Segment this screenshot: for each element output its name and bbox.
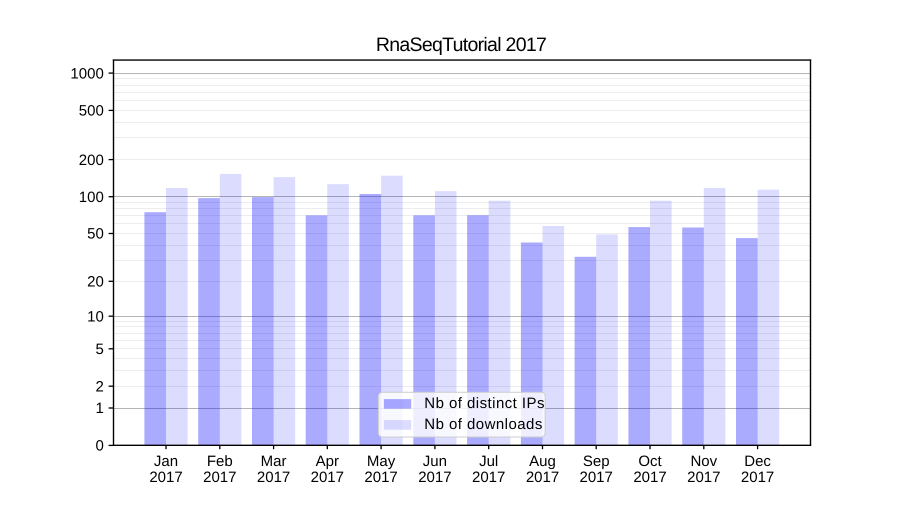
- svg-text:2017: 2017: [472, 469, 505, 486]
- svg-text:5: 5: [95, 341, 103, 358]
- svg-text:Nb of downloads: Nb of downloads: [424, 416, 543, 433]
- svg-text:2017: 2017: [418, 469, 451, 486]
- svg-text:20: 20: [87, 274, 104, 291]
- svg-text:0: 0: [95, 438, 103, 455]
- svg-text:2017: 2017: [633, 469, 666, 486]
- svg-text:100: 100: [79, 189, 104, 206]
- svg-text:1: 1: [95, 400, 103, 417]
- svg-text:2017: 2017: [526, 469, 559, 486]
- svg-text:Jan: Jan: [154, 453, 178, 470]
- svg-text:2017: 2017: [687, 469, 720, 486]
- svg-text:2017: 2017: [741, 469, 774, 486]
- svg-text:10: 10: [87, 308, 104, 325]
- svg-text:2: 2: [95, 378, 103, 395]
- svg-text:RnaSeqTutorial 2017: RnaSeqTutorial 2017: [376, 34, 546, 56]
- svg-text:Dec: Dec: [744, 453, 771, 470]
- svg-text:Nb of distinct IPs: Nb of distinct IPs: [424, 395, 545, 412]
- svg-text:2017: 2017: [364, 469, 397, 486]
- svg-text:2017: 2017: [580, 469, 613, 486]
- svg-text:Jul: Jul: [479, 453, 498, 470]
- svg-text:500: 500: [79, 103, 104, 120]
- svg-text:1000: 1000: [70, 65, 103, 82]
- svg-text:Feb: Feb: [207, 453, 233, 470]
- svg-text:Apr: Apr: [316, 453, 339, 470]
- svg-text:Nov: Nov: [690, 453, 717, 470]
- svg-text:Sep: Sep: [583, 453, 610, 470]
- svg-text:Mar: Mar: [261, 453, 287, 470]
- svg-text:2017: 2017: [257, 469, 290, 486]
- svg-text:Aug: Aug: [529, 453, 556, 470]
- svg-text:200: 200: [79, 152, 104, 169]
- svg-text:Jun: Jun: [423, 453, 447, 470]
- svg-text:Oct: Oct: [638, 453, 662, 470]
- svg-text:50: 50: [87, 226, 104, 243]
- svg-text:2017: 2017: [311, 469, 344, 486]
- svg-text:May: May: [367, 453, 396, 470]
- svg-text:2017: 2017: [149, 469, 182, 486]
- svg-text:2017: 2017: [203, 469, 236, 486]
